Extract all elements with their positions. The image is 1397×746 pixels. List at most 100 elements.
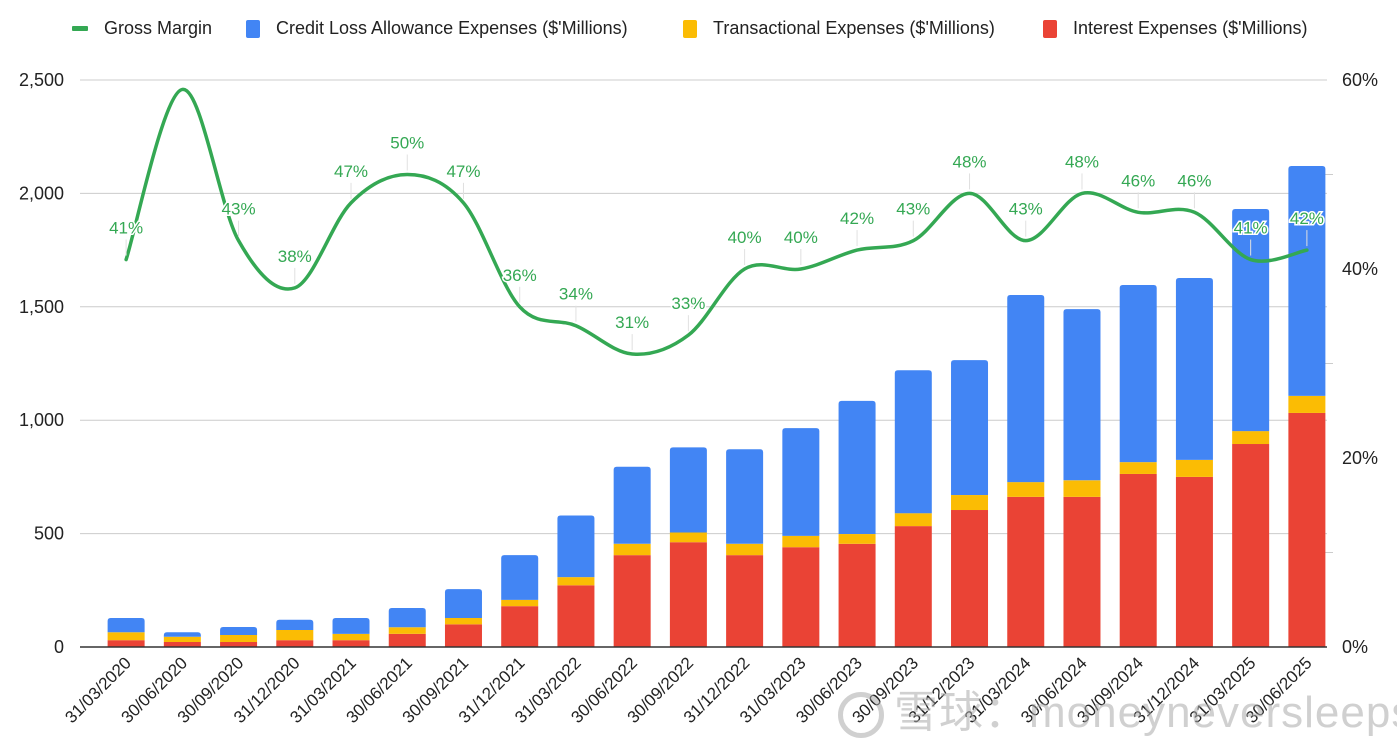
bar-segment-interest	[107, 640, 145, 647]
bar-segment-interest	[613, 555, 651, 647]
legend-label: Transactional Expenses ($'Millions)	[713, 18, 995, 38]
bar-segment-interest	[838, 543, 876, 647]
bar-segment-credit-loss	[613, 466, 651, 544]
gross-margin-data-label: 42%	[840, 209, 874, 228]
gross-margin-line	[124, 87, 1309, 357]
gross-margin-data-label: 41%	[1234, 219, 1268, 238]
y-tick-label: 1,500	[19, 297, 64, 317]
bar-segment-interest	[1288, 412, 1326, 647]
legend-item-interest[interactable]: Interest Expenses ($'Millions)	[1043, 18, 1308, 39]
legend-label: Gross Margin	[104, 18, 213, 38]
bar-segment-interest	[332, 640, 370, 647]
bar-segment-transactional	[669, 532, 707, 543]
y-tick-label: 0	[54, 637, 64, 657]
bar-segment-transactional	[1007, 482, 1045, 497]
bar-segment-interest	[501, 606, 539, 647]
bar-segment-interest	[276, 640, 314, 647]
bar-segment-transactional	[838, 534, 876, 544]
bar-segment-credit-loss	[332, 617, 370, 634]
bar-segment-transactional	[163, 636, 201, 643]
bar-segment-credit-loss	[107, 617, 145, 633]
gross-margin-data-label: 43%	[896, 200, 930, 219]
legend-item-credit-loss[interactable]: Credit Loss Allowance Expenses ($'Millio…	[246, 18, 628, 39]
bar-segment-credit-loss	[1063, 309, 1101, 481]
bar-segment-interest	[669, 542, 707, 647]
gross-margin-data-label: 34%	[559, 285, 593, 304]
bar-segment-transactional	[894, 513, 932, 527]
bar-segment-interest	[894, 526, 932, 647]
watermark-logo-icon	[838, 692, 884, 739]
bar-segment-transactional	[1288, 395, 1326, 413]
gross-margin-data-label: 43%	[222, 200, 256, 219]
bar-segment-credit-loss	[1007, 295, 1045, 483]
bar-segment-credit-loss	[726, 449, 764, 544]
bar-segment-interest	[782, 547, 820, 647]
bar-segment-credit-loss	[444, 589, 482, 618]
gross-margin-data-label: 46%	[1121, 171, 1155, 190]
bar-segment-interest	[726, 555, 764, 647]
gross-margin-data-label: 33%	[671, 294, 705, 313]
gross-margin-data-label: 40%	[728, 228, 762, 247]
bar-segment-interest	[388, 633, 426, 647]
legend-label: Interest Expenses ($'Millions)	[1073, 18, 1308, 38]
gross-margin-data-label: 42%	[1290, 209, 1324, 228]
bar-segment-transactional	[1119, 462, 1157, 474]
gross-margin-data-label: 40%	[784, 228, 818, 247]
bar-segment-credit-loss	[894, 370, 932, 514]
gross-margin-data-label: 47%	[446, 162, 480, 181]
chart-legend: Gross Margin Credit Loss Allowance Expen…	[0, 18, 1397, 44]
bar-segment-credit-loss	[220, 627, 258, 635]
bar-segment-credit-loss	[1175, 277, 1213, 460]
y2-tick-label: 40%	[1342, 259, 1378, 279]
bar-segment-transactional	[332, 633, 370, 641]
y-tick-label: 2,000	[19, 183, 64, 203]
bar-segment-transactional	[444, 617, 482, 625]
bar-segment-interest	[1232, 444, 1270, 647]
bar-segment-credit-loss	[501, 555, 539, 600]
legend-swatch-icon	[246, 19, 260, 38]
bar-segment-interest	[1175, 476, 1213, 647]
legend-line-marker-icon	[72, 26, 88, 31]
legend-item-transactional[interactable]: Transactional Expenses ($'Millions)	[683, 18, 995, 39]
y-tick-label: 500	[34, 524, 64, 544]
gross-margin-data-label: 48%	[1065, 152, 1099, 171]
bar-segment-transactional	[613, 543, 651, 556]
legend-item-gross-margin[interactable]: Gross Margin	[72, 18, 212, 39]
bar-segment-interest	[951, 510, 989, 647]
watermark: 雪球：moneyneversleeps	[838, 676, 1397, 740]
watermark-text: 雪球：moneyneversleeps	[894, 688, 1397, 737]
gross-margin-data-label: 50%	[390, 134, 424, 153]
bar-segment-credit-loss	[557, 515, 595, 578]
bar-segment-credit-loss	[1232, 209, 1270, 432]
bar-segment-interest	[1007, 496, 1045, 647]
bar-segment-transactional	[501, 599, 539, 607]
gross-margin-data-label: 38%	[278, 247, 312, 266]
bar-segment-interest	[163, 642, 201, 647]
gross-margin-data-label: 41%	[109, 219, 143, 238]
y2-tick-label: 20%	[1342, 448, 1378, 468]
bar-segment-interest	[444, 624, 482, 647]
bar-segment-credit-loss	[1119, 285, 1157, 463]
bar-segment-credit-loss	[838, 400, 876, 535]
bar-segment-transactional	[557, 577, 595, 586]
bar-segment-interest	[1119, 473, 1157, 647]
gross-margin-data-label: 43%	[1009, 200, 1043, 219]
bar-segment-credit-loss	[669, 447, 707, 533]
y-tick-label: 1,000	[19, 410, 64, 430]
legend-swatch-icon	[683, 19, 697, 38]
bar-segment-transactional	[1232, 431, 1270, 445]
gross-margin-data-label: 36%	[503, 266, 537, 285]
legend-label: Credit Loss Allowance Expenses ($'Millio…	[276, 18, 628, 38]
bar-segment-interest	[220, 642, 258, 647]
bar-segment-transactional	[220, 634, 258, 643]
bar-segment-credit-loss	[951, 360, 989, 496]
y-tick-label: 2,500	[19, 70, 64, 90]
bar-segment-interest	[1063, 496, 1101, 647]
bar-segment-transactional	[388, 627, 426, 634]
gross-margin-data-label: 47%	[334, 162, 368, 181]
bar-segment-transactional	[276, 629, 314, 641]
bar-segment-credit-loss	[1288, 165, 1326, 396]
bar-segment-transactional	[1175, 459, 1213, 477]
bar-segment-transactional	[782, 535, 820, 548]
